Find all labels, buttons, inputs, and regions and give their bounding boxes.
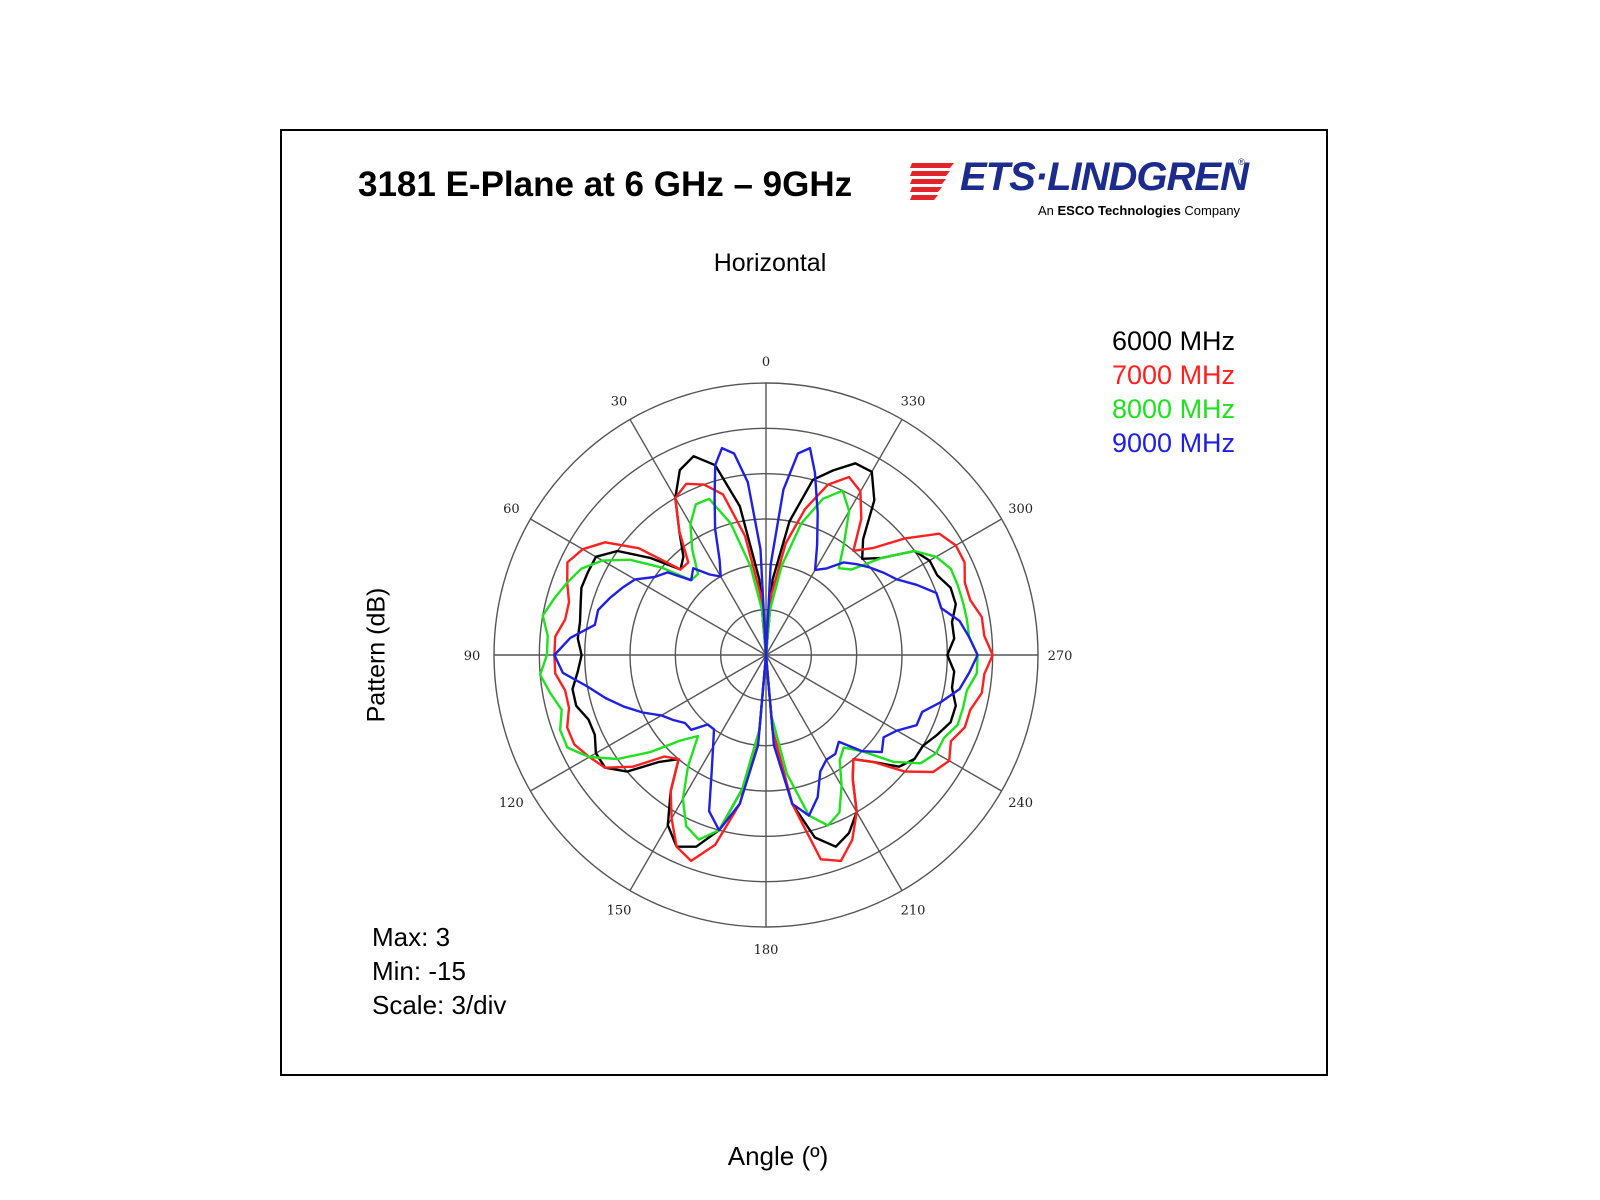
grid-spoke-7: [765, 654, 903, 891]
angle-tick-label: 240: [1008, 796, 1033, 811]
polar-grid: [493, 382, 1039, 928]
angle-tick-label: 150: [607, 904, 632, 919]
angle-tick-label: 120: [499, 796, 524, 811]
legend-entry-8000: 8000 MHz: [1112, 394, 1236, 424]
angle-tick-label: 210: [901, 904, 926, 919]
y-axis-label: Pattern (dB): [362, 587, 391, 723]
angle-tick-labels: 0 30 60 90 120 150 180 210 240 270 300 330: [464, 355, 1073, 958]
angle-tick-label: 180: [754, 943, 779, 958]
logo-swoosh-icon: [910, 163, 954, 200]
chart-top-label: Horizontal: [713, 249, 827, 277]
angle-tick-label: 270: [1048, 649, 1073, 664]
angle-tick-label: 60: [503, 502, 520, 517]
grid-spoke-2: [530, 518, 767, 656]
logo-registered-mark: ®: [1238, 157, 1245, 167]
grid-spoke-11: [765, 419, 903, 656]
series-layer: [539, 446, 994, 863]
chart-title: 3181 E-Plane at 6 GHz – 9GHz: [358, 165, 853, 204]
chart-frame: 3181 E-Plane at 6 GHz – 9GHz ETS·LINDGRE…: [280, 129, 1328, 1171]
logo-sub-company: ESCO Technologies: [1057, 203, 1181, 218]
grid-spoke-4: [530, 654, 767, 792]
logo-sub-prefix: An: [1038, 203, 1058, 218]
series-line-3: [553, 446, 979, 832]
grid-spoke-1: [629, 419, 767, 656]
ets-lindgren-logo: ETS·LINDGREN ® An ESCO Technologies Comp…: [910, 155, 1255, 225]
logo-brand-text: ETS·LINDGREN: [960, 155, 1249, 199]
legend-entry-9000: 9000 MHz: [1112, 428, 1236, 458]
stat-min: Min: -15: [372, 956, 466, 986]
logo-subtitle: An ESCO Technologies Company: [1038, 203, 1240, 218]
grid-spoke-5: [629, 654, 767, 891]
logo-sub-suffix: Company: [1180, 203, 1241, 218]
grid-spoke-8: [765, 654, 1002, 792]
angle-tick-label: 330: [901, 394, 926, 409]
angle-tick-label: 30: [611, 394, 628, 409]
stat-scale: Scale: 3/div: [372, 990, 507, 1020]
grid-spoke-10: [765, 518, 1002, 656]
angle-tick-label: 90: [464, 649, 481, 664]
angle-tick-label: 0: [762, 355, 770, 370]
legend-entry-6000: 6000 MHz: [1112, 326, 1236, 356]
stat-max: Max: 3: [372, 922, 451, 952]
legend-entry-7000: 7000 MHz: [1112, 360, 1236, 390]
angle-tick-label: 300: [1008, 502, 1033, 517]
polar-plot: 0 30 60 90 120 150 180 210 240 270 300 330: [464, 355, 1073, 958]
x-axis-label: Angle (º): [727, 1141, 829, 1171]
